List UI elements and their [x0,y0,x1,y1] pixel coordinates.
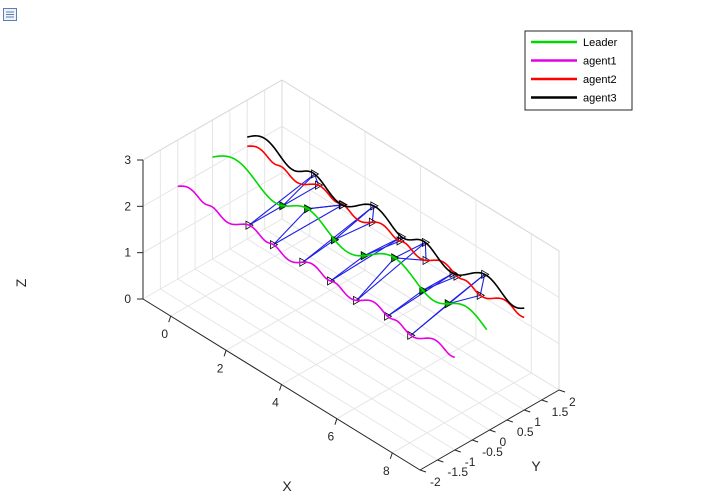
grid-line [142,218,283,300]
grid-line [194,268,473,441]
x-tick-label: 8 [383,464,390,478]
grid-line [160,288,438,461]
agent-marker [398,232,407,242]
formation-link [273,204,343,246]
x-tick-label: 0 [161,327,168,341]
x-tick-mark [279,384,282,391]
y-tick-label: 2 [569,395,576,409]
y-tick-mark [541,399,548,403]
formation-link [387,272,454,317]
grid-line [212,258,490,431]
formation-link [422,275,458,291]
y-tick-label: 1.5 [552,405,569,419]
formation-link [330,236,402,282]
grid-line [229,248,508,421]
series-line-agent2 [247,145,525,319]
agent-marker [370,201,379,211]
formation-link [307,204,343,210]
formation-link [282,173,315,207]
formation-link [479,274,486,296]
y-tick-label: -1.5 [447,465,468,479]
grid-line [177,278,456,451]
grid-line [264,228,542,401]
agent-marker [245,220,254,230]
x-tick-mark [223,350,227,357]
y-tick-mark [489,429,496,433]
x-tick-mark [334,418,338,425]
y-tick-label: -1 [465,455,476,469]
formation-link [334,205,375,241]
y-tick-mark [437,459,444,463]
formation-link [394,241,426,259]
grid-line [281,218,560,391]
legend-label: Leader [583,37,618,49]
agent-marker [476,290,486,301]
formation-link [282,184,319,207]
y-tick-mark [524,409,531,413]
z-tick-label: 3 [124,153,131,167]
y-tick-label: 1 [534,415,541,429]
grid-line [142,125,283,207]
y-tick-label: 0 [500,435,507,449]
formation-link [248,205,284,226]
grid-line [281,125,560,298]
x-tick-mark [168,315,172,323]
agent-marker [338,200,348,210]
y-tick-mark [471,439,479,443]
legend-label: agent3 [583,93,617,105]
z-tick-label: 0 [124,292,131,306]
agent-marker [396,236,405,246]
series-line-agent1 [177,185,455,359]
formation-link [448,294,481,305]
z-tick-label: 1 [124,246,131,260]
agent-marker [311,169,320,179]
formation-link [302,205,375,263]
agent-marker [270,239,279,250]
formation-link [334,221,373,241]
grid-line [246,238,525,411]
formation-link [330,255,365,282]
x-tick-label: 6 [328,430,335,444]
agent-marker [421,237,431,248]
agent-marker [327,276,336,286]
formation-link [424,242,427,261]
agent-marker [407,330,416,341]
legend-label: agent2 [583,74,617,86]
box-edge [142,79,283,161]
formation-link [248,173,315,226]
formation-link [447,273,486,305]
legend: Leader agent1 agent2 agent3 [524,30,633,111]
y-tick-label: 0.5 [517,425,534,439]
y-tick-label: -0.5 [482,445,503,459]
y-tick-mark [454,449,461,453]
formation-link [363,236,402,257]
trajectories [177,135,525,359]
agent-marker [384,311,393,321]
series-line-agent3 [247,135,525,310]
formation-link [394,257,427,262]
formation-link [356,257,396,301]
y-axis-label: Y [531,458,541,474]
y-tick-mark [558,389,566,393]
formation-link [273,208,309,246]
formation-link [422,272,454,291]
figure-menu-icon[interactable] [3,8,17,21]
box-edge [281,79,560,252]
agent-marker [315,180,324,190]
y-tick-mark [419,469,427,473]
series-line-leader [212,155,488,331]
x-tick-label: 2 [217,361,224,375]
x-tick-label: 4 [272,396,279,410]
x-tick-mark [389,452,393,460]
y-tick-label: -2 [430,475,441,489]
z-tick-label: 2 [124,199,131,213]
agent-marker [481,269,490,280]
chart-grid [142,79,560,471]
legend-label: agent1 [583,56,617,68]
y-tick-mark [506,419,514,423]
z-axis-label: Z [13,278,29,287]
x-axis-label: X [282,478,292,494]
